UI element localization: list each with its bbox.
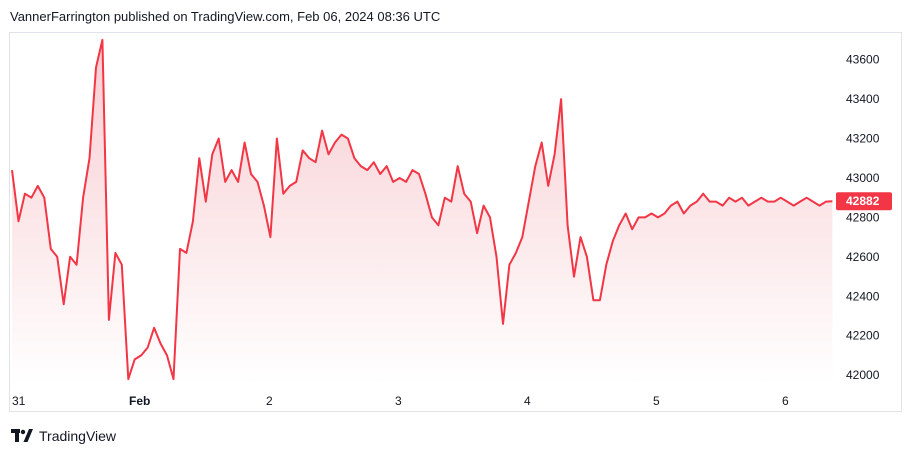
- last-price-label: 42882: [846, 194, 880, 208]
- y-tick-label: 42000: [846, 368, 880, 382]
- y-tick-label: 42400: [846, 289, 880, 303]
- tradingview-logo[interactable]: TradingView: [11, 428, 116, 444]
- y-tick-label: 43400: [846, 92, 880, 106]
- y-tick-label: 43600: [846, 53, 880, 67]
- x-tick-label: 2: [266, 394, 273, 408]
- x-tick-label: 4: [524, 394, 531, 408]
- y-tick-label: 42600: [846, 250, 880, 264]
- chart-frame: [9, 32, 902, 412]
- tradingview-logo-icon: [11, 429, 33, 442]
- y-tick-label: 42800: [846, 210, 880, 224]
- published-caption: VannerFarrington published on TradingVie…: [10, 9, 441, 24]
- price-line: [11, 38, 833, 381]
- tradingview-brand-text: TradingView: [39, 428, 117, 444]
- x-tick-label: 3: [395, 394, 402, 408]
- y-tick-label: 43000: [846, 171, 880, 185]
- last-price-badge: [836, 192, 892, 211]
- x-tick-label: 31: [12, 394, 26, 408]
- x-tick-label: 6: [782, 394, 789, 408]
- y-tick-label: 42200: [846, 329, 880, 343]
- y-tick-label: 43200: [846, 132, 880, 146]
- price-area-fill: [12, 39, 833, 386]
- x-tick-label: 5: [653, 394, 660, 408]
- x-tick-label: Feb: [129, 394, 150, 408]
